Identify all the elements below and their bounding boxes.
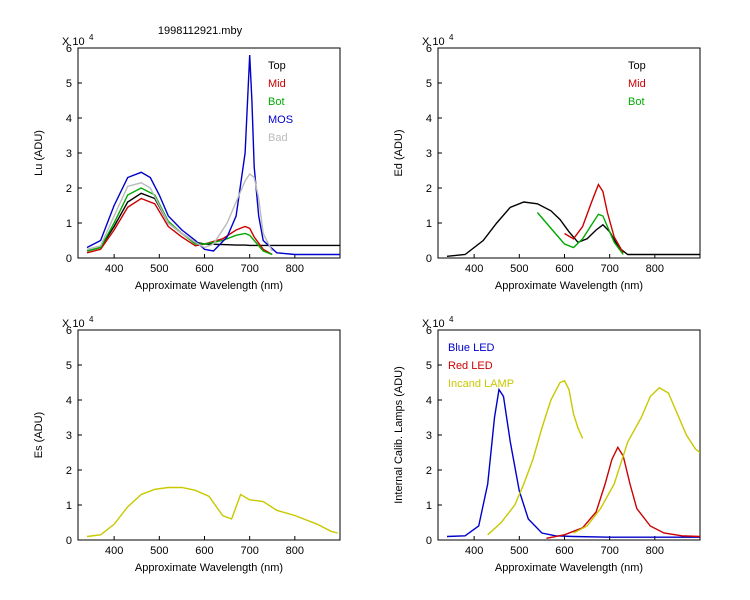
x-tick-label: 500 — [150, 545, 168, 557]
y-tick-label: 2 — [66, 465, 72, 477]
y-tick-label: 4 — [66, 395, 72, 407]
y-tick-label: 6 — [66, 325, 72, 337]
series-line-es — [86, 486, 338, 538]
x-tick-label: 600 — [555, 263, 573, 275]
exponent-power: 4 — [89, 315, 94, 324]
y-tick-label: 5 — [66, 360, 72, 372]
y-tick-label: 2 — [426, 465, 432, 477]
series-line-bot — [536, 212, 624, 255]
exponent-label: X 10 — [422, 36, 445, 48]
x-tick-label: 700 — [240, 263, 258, 275]
legend-entry-bot: Bot — [268, 96, 285, 108]
legend-entry-red-led: Red LED — [448, 360, 493, 372]
y-tick-label: 0 — [66, 535, 72, 547]
y-tick-label: 2 — [426, 183, 432, 195]
series-line-mid — [86, 197, 273, 256]
exponent-power: 4 — [89, 33, 94, 42]
x-axis-label: Approximate Wavelength (nm) — [495, 280, 643, 292]
legend-entry-bad: Bad — [268, 132, 288, 144]
x-tick-label: 400 — [105, 545, 123, 557]
y-tick-label: 2 — [66, 183, 72, 195]
series-line-incand-lamp — [487, 379, 584, 536]
x-tick-label: 600 — [195, 263, 213, 275]
y-tick-label: 0 — [426, 535, 432, 547]
y-tick-label: 6 — [426, 325, 432, 337]
y-tick-label: 1 — [426, 500, 432, 512]
series-line-mid — [564, 182, 624, 254]
series-line-top — [446, 201, 700, 257]
x-tick-label: 800 — [646, 263, 664, 275]
x-axis-label: Approximate Wavelength (nm) — [135, 280, 283, 292]
x-tick-label: 400 — [465, 263, 483, 275]
y-tick-label: 5 — [426, 360, 432, 372]
y-tick-label: 6 — [426, 43, 432, 55]
legend-entry-top: Top — [268, 60, 286, 72]
x-tick-label: 600 — [555, 545, 573, 557]
series-line-blue-led — [446, 387, 700, 538]
y-tick-label: 0 — [426, 253, 432, 265]
y-axis-label: Internal Calib. Lamps (ADU) — [393, 366, 405, 504]
x-tick-label: 500 — [510, 263, 528, 275]
series-line-incand-lamp-2 — [573, 386, 700, 534]
exponent-label: X 10 — [62, 318, 85, 330]
series-line-mos — [86, 54, 340, 256]
series-line-top — [86, 192, 340, 252]
x-tick-label: 400 — [465, 545, 483, 557]
x-tick-label: 700 — [600, 545, 618, 557]
y-axis-label: Lu (ADU) — [33, 130, 45, 176]
figure-title: 1998112921.mby — [158, 25, 243, 37]
x-axis-label: Approximate Wavelength (nm) — [135, 562, 283, 574]
x-axis-label: Approximate Wavelength (nm) — [495, 562, 643, 574]
series-line-red-led — [546, 445, 700, 539]
legend-entry-mid: Mid — [628, 78, 646, 90]
axes-frame — [77, 47, 341, 259]
y-tick-label: 4 — [426, 395, 432, 407]
x-tick-label: 500 — [510, 545, 528, 557]
y-tick-label: 1 — [66, 500, 72, 512]
exponent-label: X 10 — [422, 318, 445, 330]
legend-entry-incand-lamp: Incand LAMP — [448, 378, 514, 390]
legend-entry-bot: Bot — [628, 96, 645, 108]
y-tick-label: 5 — [66, 78, 72, 90]
x-tick-label: 800 — [286, 263, 304, 275]
x-tick-label: 800 — [646, 545, 664, 557]
y-tick-label: 0 — [66, 253, 72, 265]
y-tick-label: 4 — [66, 113, 72, 125]
exponent-power: 4 — [449, 315, 454, 324]
y-tick-label: 3 — [66, 430, 72, 442]
x-tick-label: 400 — [105, 263, 123, 275]
x-tick-label: 800 — [286, 545, 304, 557]
y-tick-label: 4 — [426, 113, 432, 125]
y-axis-label: Ed (ADU) — [393, 129, 405, 176]
legend-entry-blue-led: Blue LED — [448, 342, 495, 354]
legend-entry-top: Top — [628, 60, 646, 72]
y-tick-label: 3 — [426, 148, 432, 160]
axes-frame — [437, 47, 701, 259]
y-tick-label: 1 — [426, 218, 432, 230]
y-tick-label: 3 — [66, 148, 72, 160]
x-tick-label: 500 — [150, 263, 168, 275]
x-tick-label: 700 — [240, 545, 258, 557]
y-tick-label: 1 — [66, 218, 72, 230]
legend-entry-mid: Mid — [268, 78, 286, 90]
exponent-label: X 10 — [62, 36, 85, 48]
exponent-power: 4 — [449, 33, 454, 42]
x-tick-label: 700 — [600, 263, 618, 275]
axes-frame — [77, 329, 341, 541]
y-tick-label: 5 — [426, 78, 432, 90]
y-tick-label: 6 — [66, 43, 72, 55]
series-line-bot — [86, 187, 273, 256]
series-line-bad — [86, 172, 273, 252]
y-tick-label: 3 — [426, 430, 432, 442]
x-tick-label: 600 — [195, 545, 213, 557]
legend-entry-mos: MOS — [268, 114, 293, 126]
y-axis-label: Es (ADU) — [33, 412, 45, 458]
